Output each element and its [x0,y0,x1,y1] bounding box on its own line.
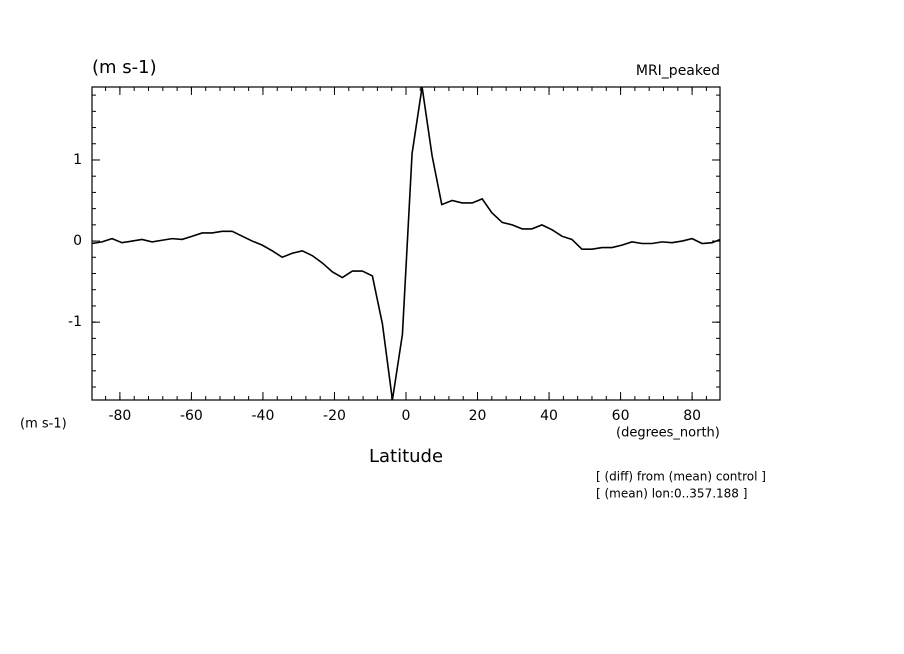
x-unit-label: (degrees_north) [616,426,720,441]
x-tick-label: -60 [180,408,203,424]
x-tick-label: 0 [402,408,411,424]
x-tick-label: 40 [540,408,558,424]
chart-title: MRI_peaked [636,63,720,79]
x-tick-label: 20 [469,408,487,424]
y-tick-label: -1 [68,314,82,330]
y-unit-label: (m s-1) [20,417,67,432]
y-tick-label: 0 [73,233,82,249]
data-line [91,86,721,401]
x-tick-label: -20 [323,408,346,424]
x-tick-label: -80 [108,408,131,424]
x-tick-label: 80 [683,408,701,424]
unit-label: (m s-1) [92,57,157,78]
y-tick-label: 1 [73,152,82,168]
x-tick-label: 60 [612,408,630,424]
x-tick-label: -40 [252,408,275,424]
note: [ (diff) from (mean) control ] [596,470,766,484]
x-axis-label: Latitude [369,446,443,467]
note: [ (mean) lon:0..357.188 ] [596,487,747,501]
